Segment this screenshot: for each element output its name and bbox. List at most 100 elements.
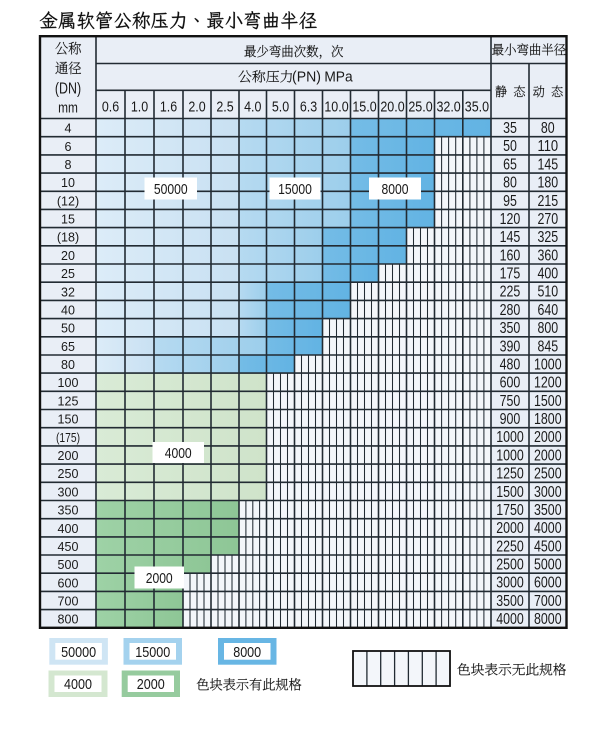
- svg-text:(DN): (DN): [55, 81, 81, 98]
- svg-text:4: 4: [65, 121, 72, 136]
- svg-text:8000: 8000: [534, 611, 562, 628]
- svg-text:4000: 4000: [64, 676, 92, 693]
- svg-text:(12): (12): [57, 193, 79, 208]
- svg-text:20: 20: [61, 248, 75, 263]
- svg-text:225: 225: [500, 284, 521, 301]
- svg-text:700: 700: [58, 594, 79, 609]
- svg-text:270: 270: [537, 211, 558, 228]
- svg-text:750: 750: [500, 393, 521, 410]
- svg-text:360: 360: [537, 247, 558, 264]
- svg-text:120: 120: [500, 211, 521, 228]
- svg-text:640: 640: [537, 302, 558, 319]
- svg-text:2.5: 2.5: [216, 99, 233, 116]
- svg-text:32.0: 32.0: [436, 99, 460, 116]
- svg-text:200: 200: [58, 448, 79, 463]
- svg-text:1.6: 1.6: [160, 99, 177, 116]
- svg-text:2.0: 2.0: [188, 99, 205, 116]
- svg-text:160: 160: [500, 247, 521, 264]
- svg-text:280: 280: [500, 302, 521, 319]
- svg-text:40: 40: [61, 303, 75, 318]
- svg-text:6: 6: [65, 139, 72, 154]
- svg-text:1000: 1000: [496, 447, 524, 464]
- svg-text:10.0: 10.0: [324, 99, 348, 116]
- svg-text:2250: 2250: [496, 538, 524, 555]
- svg-text:4000: 4000: [534, 520, 562, 537]
- svg-text:25.0: 25.0: [408, 99, 432, 116]
- svg-text:1.0: 1.0: [131, 99, 148, 116]
- svg-text:15.0: 15.0: [352, 99, 376, 116]
- svg-text:50000: 50000: [154, 181, 188, 198]
- svg-text:800: 800: [58, 612, 79, 627]
- svg-text:4500: 4500: [534, 538, 562, 555]
- svg-text:1200: 1200: [534, 375, 562, 392]
- svg-text:1000: 1000: [534, 357, 562, 374]
- svg-text:150: 150: [58, 412, 79, 427]
- svg-text:8000: 8000: [382, 181, 409, 198]
- svg-text:5000: 5000: [534, 557, 562, 574]
- svg-text:845: 845: [537, 338, 558, 355]
- svg-text:20.0: 20.0: [380, 99, 404, 116]
- svg-text:1250: 1250: [496, 466, 524, 483]
- svg-text:125: 125: [58, 393, 79, 408]
- svg-text:1500: 1500: [534, 393, 562, 410]
- svg-text:4.0: 4.0: [244, 99, 261, 116]
- svg-text:3500: 3500: [534, 502, 562, 519]
- svg-text:15: 15: [61, 212, 75, 227]
- svg-text:390: 390: [500, 338, 521, 355]
- svg-text:32: 32: [61, 284, 75, 299]
- svg-text:450: 450: [58, 539, 79, 554]
- svg-text:600: 600: [500, 375, 521, 392]
- svg-text:80: 80: [61, 357, 75, 372]
- svg-text:400: 400: [58, 521, 79, 536]
- svg-text:100: 100: [58, 375, 79, 390]
- svg-text:7000: 7000: [534, 593, 562, 610]
- svg-text:3000: 3000: [534, 484, 562, 501]
- svg-text:325: 325: [537, 229, 558, 246]
- svg-text:5.0: 5.0: [272, 99, 289, 116]
- svg-text:180: 180: [537, 175, 558, 192]
- svg-text:4000: 4000: [165, 445, 192, 462]
- svg-text:2000: 2000: [146, 570, 173, 587]
- svg-text:400: 400: [537, 266, 558, 283]
- svg-text:3000: 3000: [496, 575, 524, 592]
- svg-text:4000: 4000: [496, 611, 524, 628]
- svg-text:50: 50: [61, 321, 75, 336]
- svg-text:15000: 15000: [278, 181, 312, 198]
- svg-text:25: 25: [61, 266, 75, 281]
- svg-text:145: 145: [500, 229, 521, 246]
- svg-text:215: 215: [537, 193, 558, 210]
- svg-text:50: 50: [503, 138, 517, 155]
- svg-text:145: 145: [537, 156, 558, 173]
- svg-text:35: 35: [503, 120, 517, 137]
- svg-text:8: 8: [65, 157, 72, 172]
- svg-text:6.3: 6.3: [300, 99, 317, 116]
- svg-text:35.0: 35.0: [465, 99, 489, 116]
- svg-text:80: 80: [503, 175, 517, 192]
- svg-text:510: 510: [537, 284, 558, 301]
- svg-text:1750: 1750: [496, 502, 524, 519]
- svg-text:2000: 2000: [496, 520, 524, 537]
- svg-text:6000: 6000: [534, 575, 562, 592]
- svg-text:(18): (18): [57, 230, 79, 245]
- svg-text:500: 500: [58, 557, 79, 572]
- svg-text:65: 65: [503, 156, 517, 173]
- svg-text:2000: 2000: [534, 429, 562, 446]
- svg-text:800: 800: [537, 320, 558, 337]
- svg-text:0.6: 0.6: [102, 99, 119, 116]
- svg-text:2500: 2500: [496, 557, 524, 574]
- svg-text:1500: 1500: [496, 484, 524, 501]
- svg-text:50000: 50000: [61, 644, 96, 661]
- svg-text:MPa: MPa: [324, 70, 353, 86]
- svg-text:(PN): (PN): [292, 70, 321, 86]
- svg-text:350: 350: [500, 320, 521, 337]
- svg-text:80: 80: [541, 120, 555, 137]
- svg-text:480: 480: [500, 357, 521, 374]
- svg-text:1800: 1800: [534, 411, 562, 428]
- svg-text:3500: 3500: [496, 593, 524, 610]
- svg-text:95: 95: [503, 193, 517, 210]
- svg-text:2500: 2500: [534, 466, 562, 483]
- svg-text:1000: 1000: [496, 429, 524, 446]
- svg-text:2000: 2000: [137, 676, 165, 693]
- svg-text:(175): (175): [56, 430, 80, 445]
- svg-text:65: 65: [61, 339, 75, 354]
